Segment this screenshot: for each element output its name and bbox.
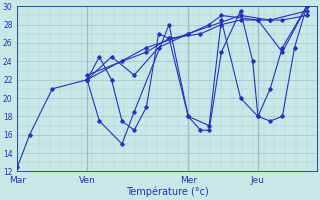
X-axis label: Température (°c): Température (°c) [126, 187, 209, 197]
